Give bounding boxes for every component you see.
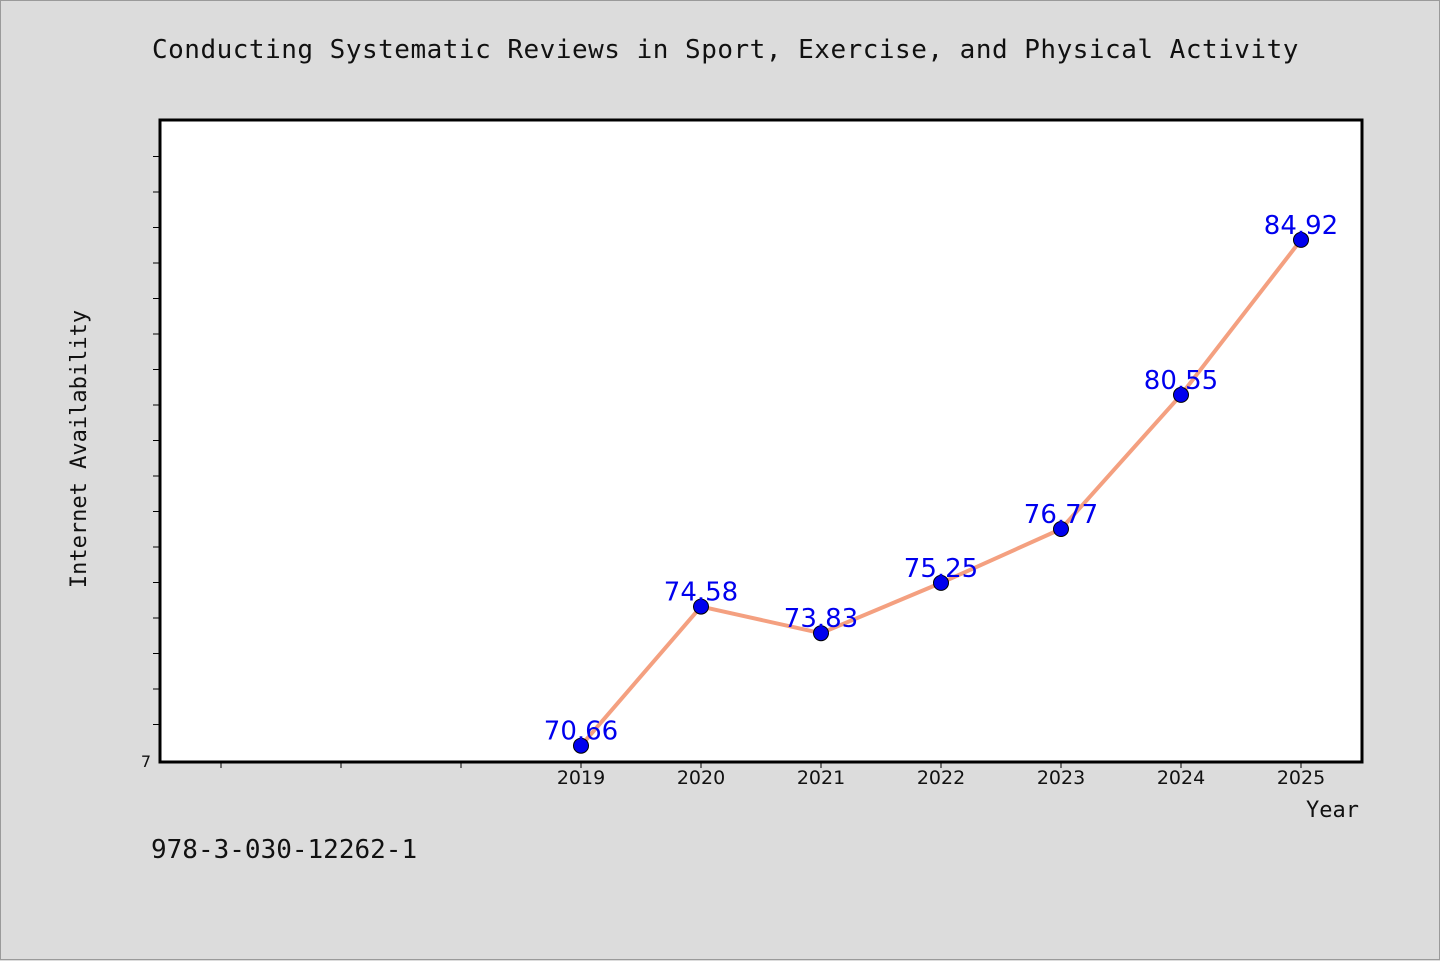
data-point <box>1293 231 1309 248</box>
data-point <box>693 598 709 615</box>
plot-area <box>158 118 1364 764</box>
data-label: 74.58 <box>664 578 738 608</box>
y-axis-title: Internet Availability <box>67 310 92 588</box>
data-label: 76.77 <box>1024 500 1098 530</box>
x-tick-label: 2019 <box>557 767 605 789</box>
x-axis-title: Year <box>1306 798 1359 823</box>
y-axis-ticks <box>153 156 160 725</box>
x-tick-label: 2023 <box>1037 767 1085 789</box>
data-point <box>933 574 949 591</box>
x-tick-label: 2020 <box>677 767 725 789</box>
x-tick-label: 2021 <box>797 767 845 789</box>
series-layer: 70.66 74.58 73.83 75.25 76.77 80.55 84.92 <box>544 211 1338 754</box>
x-tick-label: 2025 <box>1277 767 1325 789</box>
data-label: 80.55 <box>1144 366 1218 396</box>
x-tick-label: 2024 <box>1157 767 1205 789</box>
data-label: 75.25 <box>904 554 978 584</box>
chart-title: Conducting Systematic Reviews in Sport, … <box>152 35 1299 65</box>
data-point <box>573 737 589 754</box>
y-tick-label: 7 <box>141 752 151 771</box>
data-point <box>1053 521 1069 537</box>
x-tick-label: 2022 <box>917 767 965 789</box>
data-label: 73.83 <box>784 604 858 634</box>
data-label: 70.66 <box>544 717 618 747</box>
data-point <box>813 625 829 642</box>
x-axis-ticks: 2019 2020 2021 2022 2023 2024 2025 <box>220 762 1325 789</box>
data-point <box>1173 386 1189 403</box>
isbn-code: 978-3-030-12262-1 <box>151 835 418 865</box>
data-label: 84.92 <box>1264 211 1338 241</box>
